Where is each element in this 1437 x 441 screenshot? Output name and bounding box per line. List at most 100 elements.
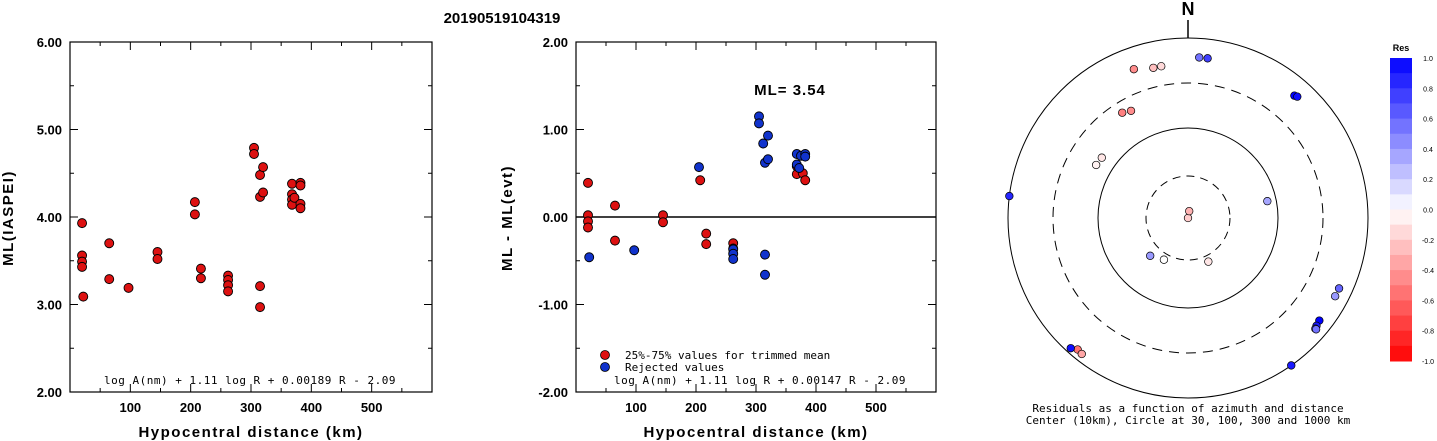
x-tick-label: 100 <box>119 400 141 415</box>
data-point-red <box>610 235 620 246</box>
colorbar-cell <box>1390 239 1412 256</box>
data-point-red <box>255 281 265 292</box>
residual-point <box>1159 255 1169 264</box>
figure-title: 20190519104319 <box>444 10 561 27</box>
y-tick-label: 3.00 <box>37 298 62 313</box>
data-point-red <box>123 282 134 293</box>
legend-label-rejected: Rejected values <box>625 361 724 374</box>
data-point-red <box>295 180 306 191</box>
residual-point <box>1066 344 1075 353</box>
residual-point <box>1126 106 1136 116</box>
data-point-red <box>258 162 269 173</box>
colorbar-cell <box>1390 315 1412 332</box>
circle-300km <box>1052 82 1324 354</box>
data-point-blue <box>760 269 770 280</box>
x-tick-label: 400 <box>805 400 827 415</box>
colorbar-tick-label: -0.8 <box>1422 329 1434 336</box>
y-tick-label: 2.00 <box>37 385 62 400</box>
data-point-red <box>287 178 297 189</box>
data-point-red <box>78 291 89 302</box>
azimuth-residual-panel: N Residuals as a function of azimuth and… <box>1005 0 1369 427</box>
colorbar-tick-label: 0.8 <box>1423 86 1433 93</box>
x-tick-label: 300 <box>745 400 767 415</box>
data-point-red <box>189 197 200 208</box>
y-tick-label: 4.00 <box>37 210 62 225</box>
residual-point <box>1097 153 1106 162</box>
residual-point <box>1149 63 1158 73</box>
caption-line-2: Center (10km), Circle at 30, 100, 300 an… <box>1026 414 1351 427</box>
residual-point <box>1311 325 1321 334</box>
data-point-blue <box>629 245 640 256</box>
residual-point <box>1092 160 1101 170</box>
x-ticks: 100 200 300 400 500 <box>605 42 907 415</box>
colorbar-cell <box>1390 179 1412 195</box>
colorbar-tick-label: 0.6 <box>1423 117 1433 124</box>
y-ticks: 2.00 3.00 4.00 5.00 6.00 <box>37 35 432 400</box>
colorbar-tick-label: -0.2 <box>1422 238 1434 245</box>
data-point-red <box>255 302 265 313</box>
data-point-red <box>695 175 706 186</box>
y-tick-label: 6.00 <box>37 35 62 50</box>
residual-point <box>1331 292 1340 301</box>
data-point-red <box>583 177 593 188</box>
ml-annotation: ML= 3.54 <box>754 82 826 99</box>
circle-30km <box>1145 175 1231 261</box>
data-point-blue <box>754 118 764 129</box>
data-point-blue <box>584 252 595 263</box>
data-point-red <box>195 263 206 274</box>
colorbar-cell <box>1390 118 1412 135</box>
x-axis-label: Hypocentral distance (km) <box>138 424 363 441</box>
x-tick-label: 400 <box>300 400 322 415</box>
colorbar-tick-label: 0.2 <box>1423 177 1433 184</box>
residual-point <box>1287 361 1296 370</box>
colorbar-cell <box>1390 345 1412 362</box>
colorbar-tick-label: 1.0 <box>1423 56 1433 63</box>
data-point-red <box>152 254 163 264</box>
data-points <box>583 111 811 280</box>
data-point-red <box>658 217 668 228</box>
colorbar-cell <box>1390 224 1412 241</box>
data-point-red <box>104 238 115 249</box>
residual-point <box>1203 54 1212 63</box>
data-point-red <box>195 273 206 284</box>
colorbar-labels: 1.0 0.8 0.6 0.4 0.2 0.0 -0.2 -0.4 -0.6 -0.8 -1.0 <box>1422 56 1434 366</box>
x-tick-label: 100 <box>625 400 647 415</box>
residual-point <box>1129 65 1138 74</box>
plot-frame <box>69 41 433 393</box>
data-point-red <box>289 192 300 203</box>
legend-label-trimmed: 25%-75% values for trimmed mean <box>625 349 830 362</box>
x-tick-label: 200 <box>685 400 707 415</box>
y-axis-label: ML - ML(evt) <box>499 165 516 271</box>
data-point-red <box>77 261 88 272</box>
x-tick-label: 300 <box>240 400 262 415</box>
colorbar-tick-label: -1.0 <box>1422 359 1434 366</box>
colorbar-cell <box>1390 103 1412 120</box>
x-axis-label: Hypocentral distance (km) <box>643 424 868 441</box>
colorbar-tick-label: 0.4 <box>1423 147 1433 154</box>
circle-100km <box>1097 127 1279 309</box>
y-axis-label: ML(IASPEI) <box>0 170 17 266</box>
data-points <box>77 142 306 313</box>
data-point-blue <box>794 163 805 173</box>
data-point-red <box>258 187 269 198</box>
data-point-blue <box>758 138 769 149</box>
residual-points <box>1005 53 1344 370</box>
data-point-blue <box>728 254 739 264</box>
residual-point <box>1293 92 1302 101</box>
y-tick-label: 0.00 <box>543 210 568 225</box>
caption-line-1: Residuals as a function of azimuth and d… <box>1032 402 1343 415</box>
residual-point <box>1263 196 1272 206</box>
y-ticks: -2.00 -1.00 0.00 1.00 2.00 <box>538 35 936 400</box>
data-point-red <box>249 149 259 159</box>
y-tick-label: -1.00 <box>538 298 568 313</box>
legend-marker-blue <box>600 362 610 372</box>
residual-point <box>1118 108 1127 117</box>
colorbar-cell <box>1390 194 1412 210</box>
data-point-blue <box>694 162 704 173</box>
data-point-blue <box>763 154 773 165</box>
x-tick-label: 500 <box>865 400 887 415</box>
x-ticks: 100 200 300 400 500 <box>99 42 403 415</box>
residual-point <box>1204 257 1213 266</box>
colorbar-cells <box>1390 58 1412 362</box>
